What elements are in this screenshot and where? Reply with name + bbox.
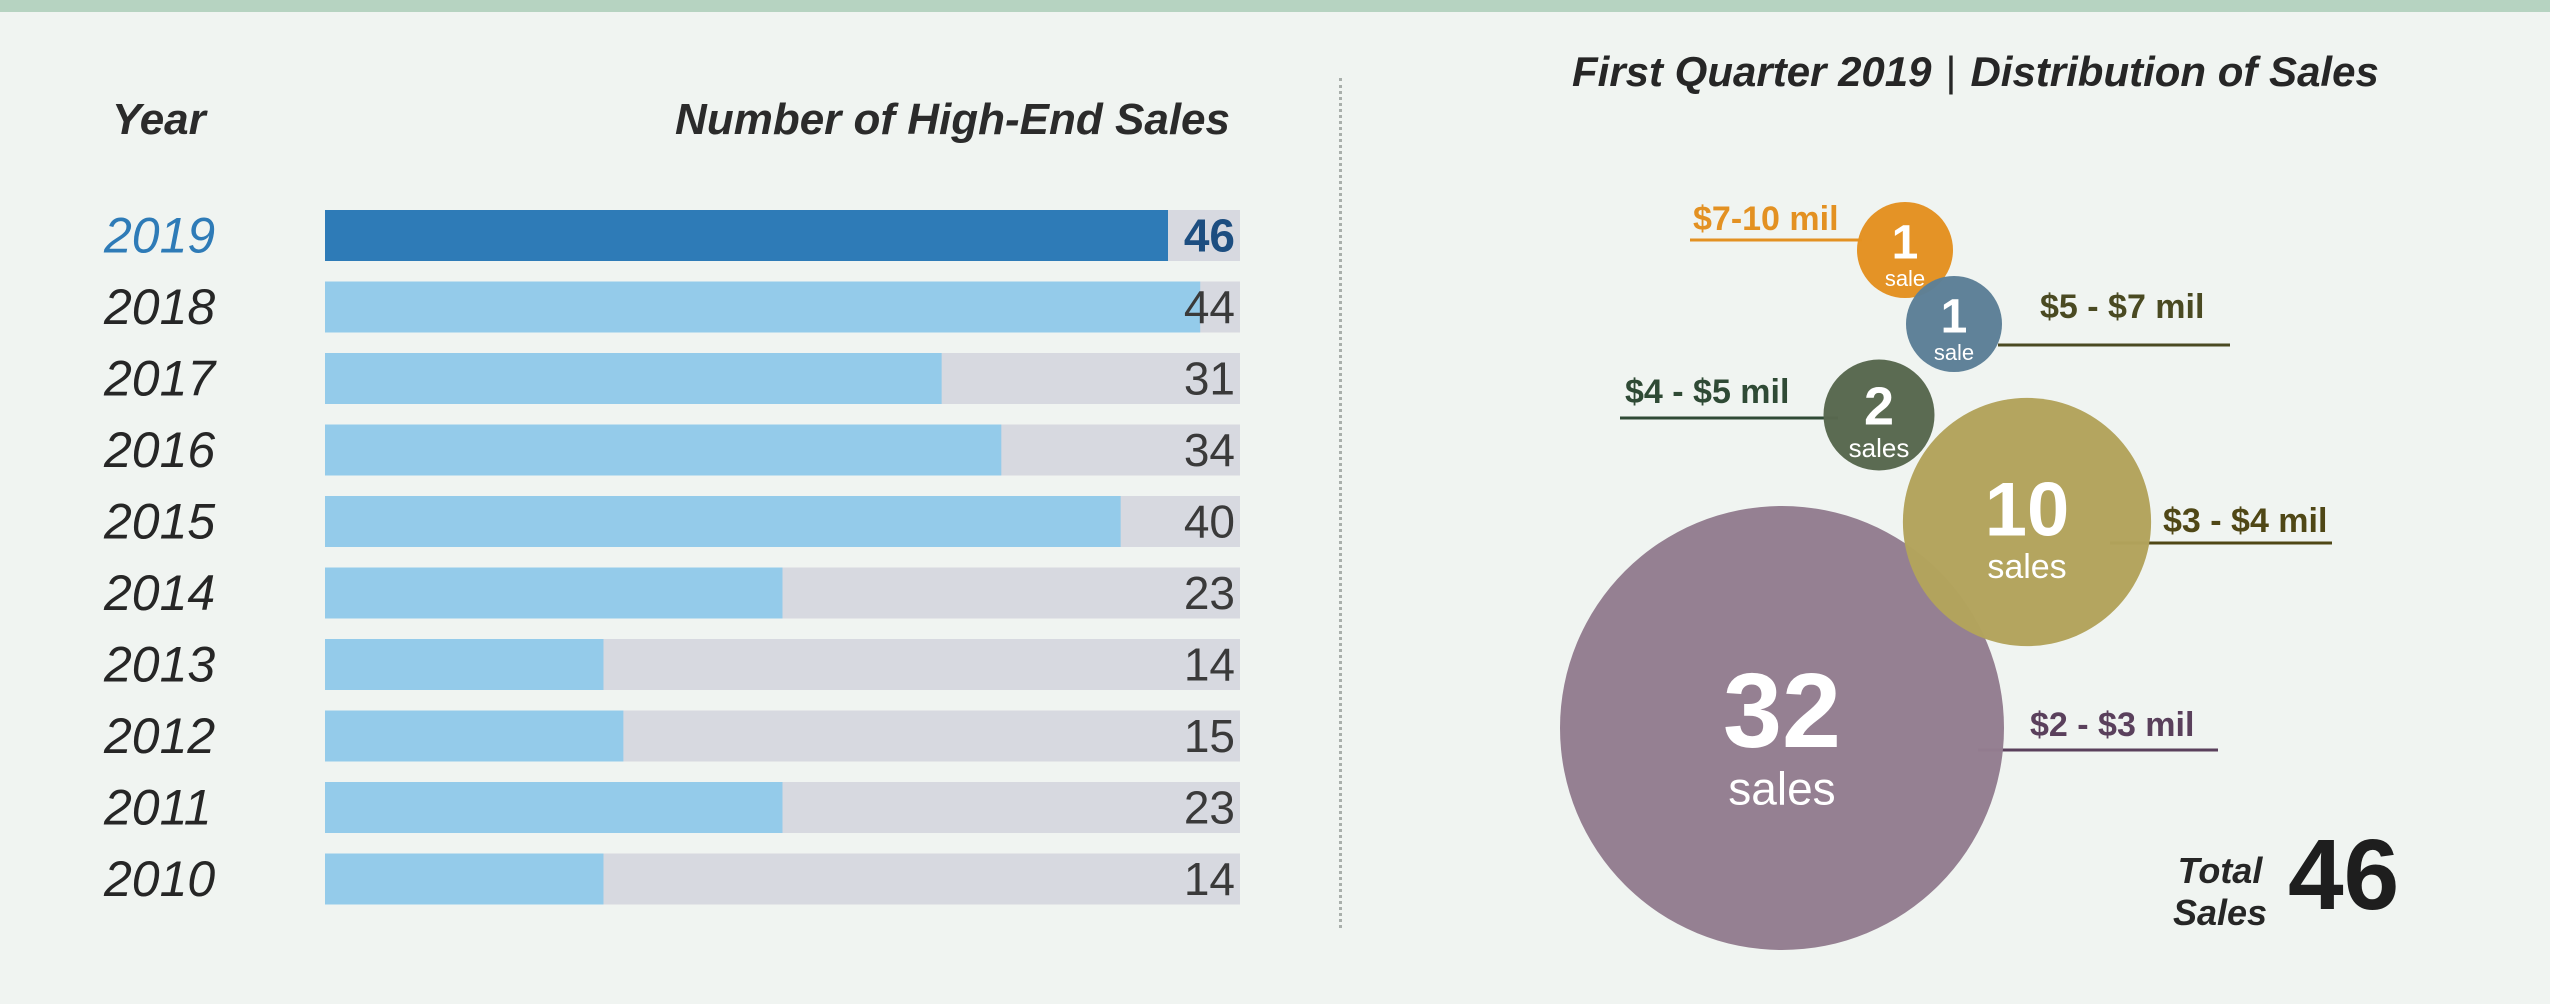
year-label: 2017 (103, 351, 217, 407)
price-range-label: $4 - $5 mil (1625, 373, 1789, 411)
bar-row-2018: 2018 44 (103, 279, 1240, 335)
bubble-title-left: First Quarter 2019 (1572, 48, 1932, 95)
year-label: 2013 (103, 637, 215, 693)
bubble-count: 2 (1864, 377, 1894, 437)
bar-value-label: 23 (1184, 567, 1235, 619)
sales-axis-label: Number of High-End Sales (675, 95, 1230, 144)
bubble-title-right: Distribution of Sales (1970, 48, 2379, 95)
bar-row-2010: 2010 14 (103, 851, 1240, 907)
bar-row-2013: 2013 14 (103, 637, 1240, 693)
bar (325, 710, 624, 762)
bar (325, 424, 1002, 476)
bar (325, 496, 1121, 547)
bar-value-label: 31 (1184, 353, 1235, 405)
year-label: 2014 (103, 565, 215, 621)
year-label: 2019 (103, 208, 215, 264)
bubble-unit: sale (1934, 340, 1974, 365)
bar-value-label: 40 (1184, 496, 1235, 548)
bar-value-label: 14 (1184, 639, 1235, 691)
bar-value-label: 23 (1184, 782, 1235, 834)
bar-row-2011: 2011 23 (103, 780, 1240, 836)
bar-row-2016: 2016 34 (103, 422, 1240, 478)
price-range-label: $5 - $7 mil (2040, 288, 2204, 326)
bubble-count: 10 (1985, 468, 2070, 553)
bubble-unit: sales (1728, 763, 1835, 815)
bar (325, 639, 604, 690)
bar-row-2019: 2019 46 (103, 208, 1240, 264)
bar-row-2014: 2014 23 (103, 565, 1240, 621)
year-label: 2015 (103, 494, 215, 550)
bubble-circle (1906, 276, 2002, 372)
year-label: 2011 (103, 780, 212, 836)
price-range-label: $2 - $3 mil (2030, 706, 2194, 744)
year-label: 2010 (103, 851, 215, 907)
bubble-title-separator: | (1945, 48, 1957, 95)
section-divider (1339, 78, 1342, 928)
bar (325, 281, 1201, 333)
total-sales-value: 46 (2288, 819, 2400, 931)
bar-chart: 2019 46 2018 44 2017 31 2016 34 2015 40 2014 23 2013… (103, 208, 1240, 907)
bar-row-2012: 2012 15 (103, 708, 1240, 764)
bubble-circle (1560, 506, 2004, 950)
top-accent-band (0, 0, 2550, 12)
bubble-unit: sale (1885, 266, 1925, 291)
bubble-chart-title: First Quarter 2019 | Distribution of Sales (1572, 48, 2379, 96)
bubble-circle (1902, 397, 2152, 647)
bubble-count: 32 (1723, 652, 1841, 770)
bar-value-label: 15 (1184, 710, 1235, 762)
bar (325, 853, 604, 905)
bar (325, 353, 942, 404)
bar-row-2015: 2015 40 (103, 494, 1240, 550)
bubble-count: 1 (1941, 291, 1968, 344)
price-range-label: $7-10 mil (1693, 200, 1839, 238)
total-label-line1: Total (2177, 850, 2263, 891)
total-sales-label: Total Sales (2170, 850, 2270, 934)
bar-value-label: 14 (1184, 853, 1235, 905)
year-label: 2018 (103, 279, 215, 335)
bar-value-label: 34 (1184, 424, 1235, 476)
bubble-circle (1857, 202, 1953, 298)
year-axis-label: Year (112, 95, 206, 144)
bar (325, 567, 783, 619)
bar-value-label: 44 (1184, 281, 1235, 333)
bar-row-2017: 2017 31 (103, 351, 1240, 407)
bubble-count: 1 (1892, 217, 1919, 270)
bar-value-label: 46 (1184, 210, 1235, 262)
price-range-label: $3 - $4 mil (2163, 502, 2327, 540)
bubble-circle (1823, 359, 1935, 471)
total-label-line2: Sales (2172, 892, 2268, 933)
year-label: 2016 (103, 422, 215, 478)
bubble-unit: sales (1849, 433, 1910, 463)
bar (325, 782, 783, 833)
bubble-unit: sales (1987, 548, 2066, 586)
bar (325, 210, 1168, 261)
year-label: 2012 (103, 708, 215, 764)
